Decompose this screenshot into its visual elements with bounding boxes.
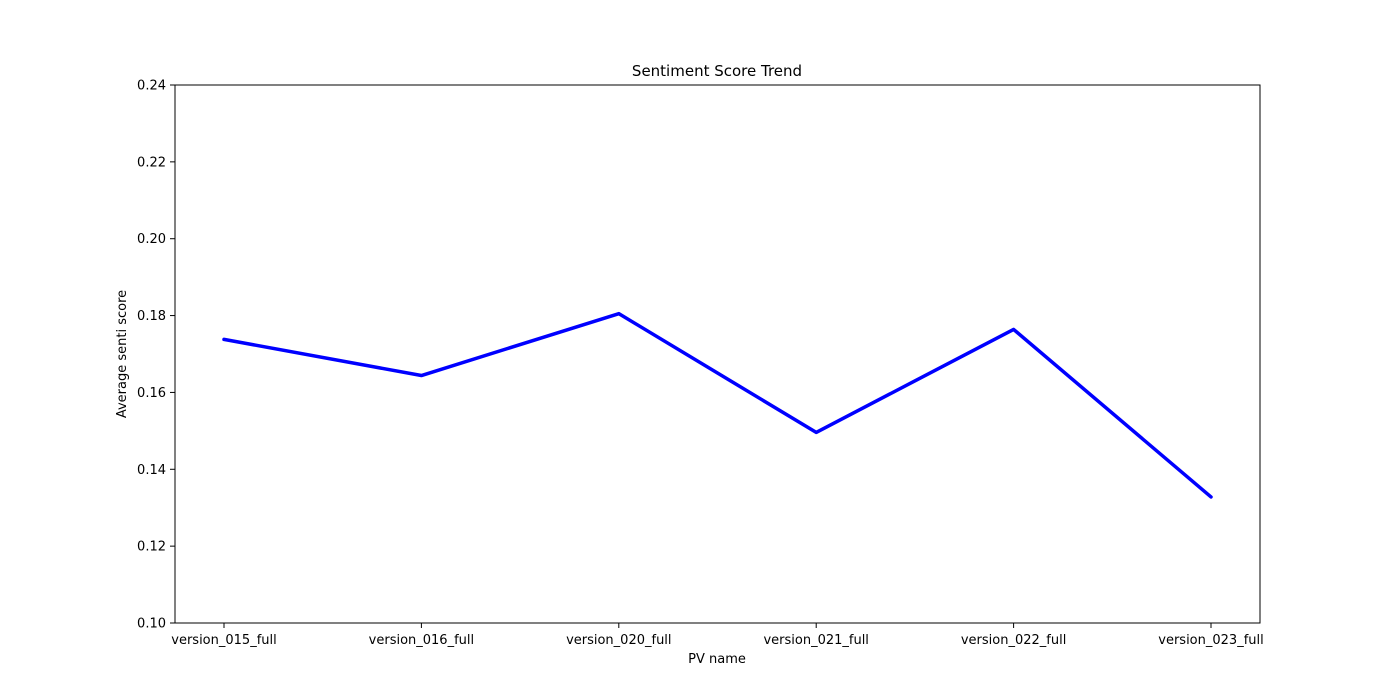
chart-title: Sentiment Score Trend: [632, 62, 802, 80]
y-tick-label: 0.14: [137, 463, 166, 478]
y-tick-label: 0.24: [137, 79, 166, 94]
plot-frame: [174, 84, 1261, 624]
y-tick-label: 0.12: [137, 540, 166, 555]
y-axis-label: Average senti score: [115, 290, 130, 418]
y-axis: 0.10 0.12 0.14 0.16 0.18 0.20 0.22 0.24: [137, 79, 175, 632]
x-axis-label: PV name: [688, 652, 746, 667]
x-axis: version_015_full version_016_full version_…: [171, 623, 1264, 648]
x-tick-label: version_022_full: [961, 633, 1066, 648]
y-tick-label: 0.18: [137, 309, 166, 324]
x-tick-label: version_016_full: [369, 633, 474, 648]
series-line: [222, 311, 1213, 499]
plot-area: [175, 85, 1260, 623]
y-tick-label: 0.10: [137, 617, 166, 632]
x-tick-label: version_015_full: [171, 633, 276, 648]
x-tick-label: version_020_full: [566, 633, 671, 648]
y-tick-label: 0.16: [137, 386, 166, 401]
x-tick-label: version_023_full: [1158, 633, 1263, 648]
x-tick-label: version_021_full: [763, 633, 868, 648]
y-tick-label: 0.22: [137, 155, 166, 170]
y-tick-label: 0.20: [137, 232, 166, 247]
